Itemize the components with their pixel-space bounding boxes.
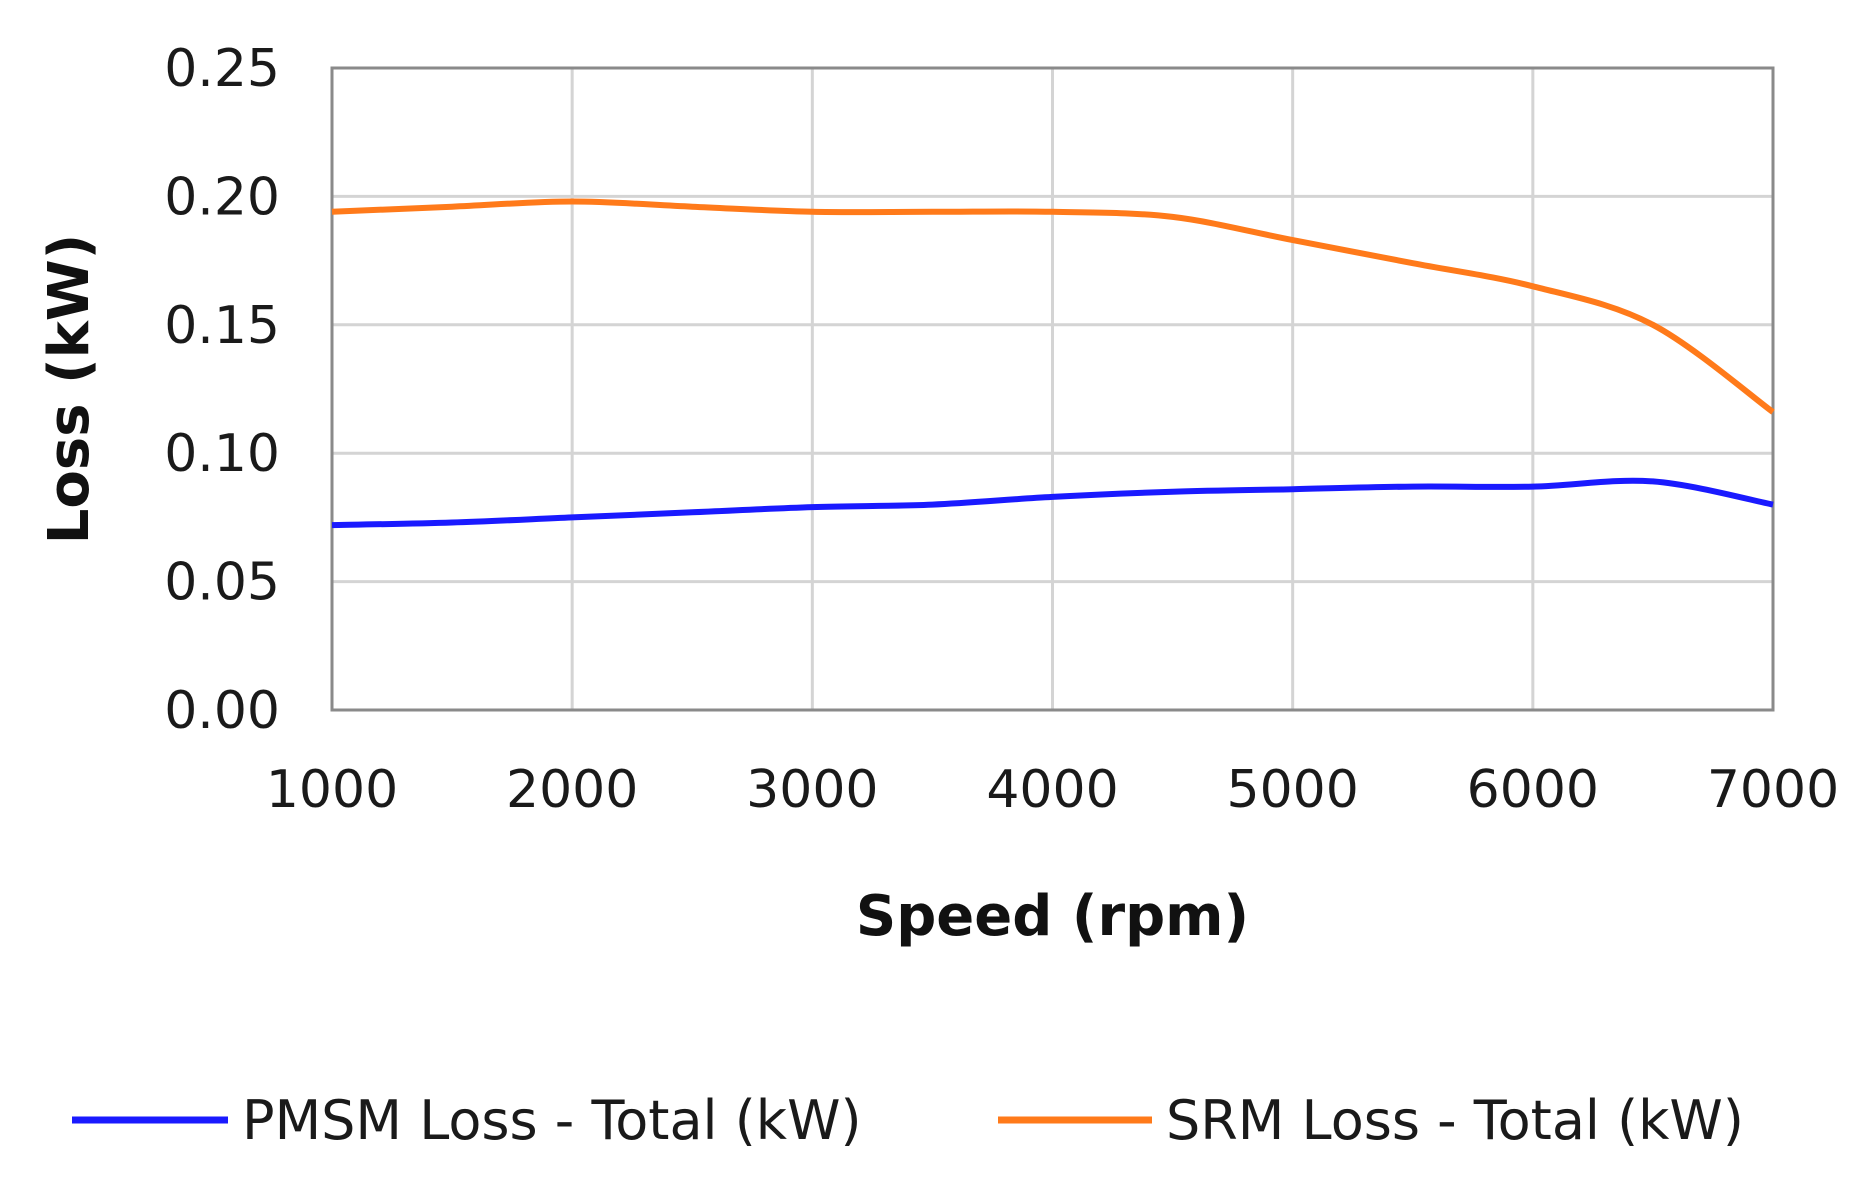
- y-tick-label: 0.15: [164, 296, 280, 356]
- x-tick-label: 2000: [506, 760, 638, 820]
- x-tick-labels: 1000 2000 3000 4000 5000 6000 7000: [266, 760, 1839, 820]
- pmsm-loss-line: [331, 477, 1774, 529]
- x-tick-label: 5000: [1226, 760, 1358, 820]
- y-tick-label: 0.25: [164, 39, 280, 99]
- x-tick-label: 3000: [746, 760, 878, 820]
- x-tick-label: 7000: [1707, 760, 1839, 820]
- y-tick-labels: 0.00 0.05 0.10 0.15 0.20 0.25: [164, 39, 280, 741]
- y-tick-label: 0.00: [164, 681, 280, 741]
- x-tick-label: 1000: [266, 760, 398, 820]
- y-tick-label: 0.20: [164, 167, 280, 227]
- legend: PMSM Loss - Total (kW) SRM Loss - Total (…: [72, 1089, 1744, 1152]
- series-layer: [331, 198, 1775, 529]
- legend-item-srm: SRM Loss - Total (kW): [998, 1089, 1744, 1152]
- y-tick-label: 0.10: [164, 424, 280, 484]
- legend-label: PMSM Loss - Total (kW): [242, 1089, 862, 1152]
- legend-label: SRM Loss - Total (kW): [1166, 1089, 1744, 1152]
- legend-item-pmsm: PMSM Loss - Total (kW): [72, 1089, 862, 1152]
- y-axis-title: Loss (kW): [37, 234, 102, 545]
- plot-area-frame: [330, 66, 1775, 712]
- x-tick-label: 4000: [986, 760, 1118, 820]
- y-tick-label: 0.05: [164, 553, 280, 613]
- srm-loss-line: [331, 198, 1775, 415]
- x-tick-label: 6000: [1467, 760, 1599, 820]
- x-axis-title: Speed (rpm): [856, 884, 1249, 949]
